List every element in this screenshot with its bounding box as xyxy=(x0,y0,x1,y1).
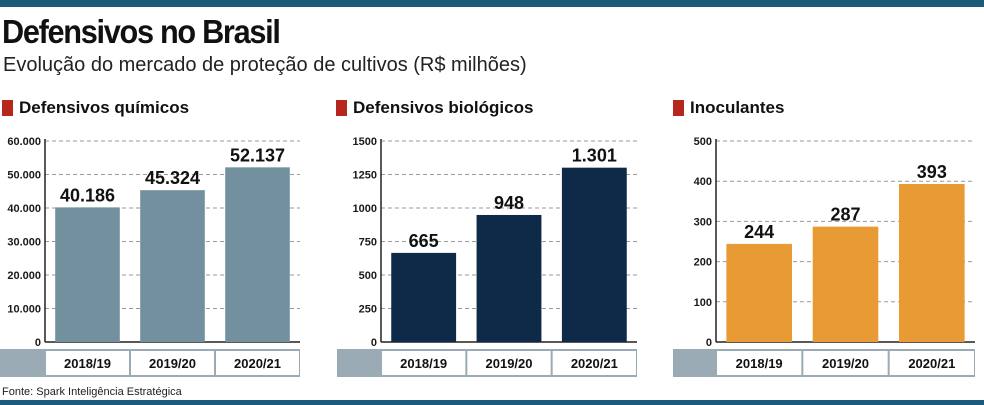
x-tick-label: 2020/21 xyxy=(908,356,955,371)
title-marker xyxy=(336,100,347,116)
bar xyxy=(391,252,457,342)
y-tick-label: 0 xyxy=(371,337,377,349)
y-tick-label: 1250 xyxy=(353,170,377,182)
title-marker xyxy=(2,100,13,116)
y-tick-label: 50.000 xyxy=(7,170,41,182)
chart-defensivos-biologicos: 0 250 500 750 1000 1250 1500 665 2018/19 948 2019/… xyxy=(337,136,637,377)
data-label: 45.324 xyxy=(145,168,200,188)
y-tick-label: 1500 xyxy=(353,136,377,148)
y-tick-label: 750 xyxy=(359,237,377,249)
bar xyxy=(726,243,792,342)
data-label: 393 xyxy=(917,162,947,182)
category-cell xyxy=(216,351,299,375)
source-note: Fonte: Spark Inteligência Estratégica xyxy=(2,386,182,398)
bar xyxy=(561,167,627,342)
chart-title-text: Defensivos biológicos xyxy=(353,98,534,117)
data-label: 948 xyxy=(494,193,524,213)
chart-title-text: Defensivos químicos xyxy=(19,98,190,117)
y-tick-label: 40.000 xyxy=(7,203,41,215)
data-label: 287 xyxy=(830,205,860,225)
bar xyxy=(140,190,205,342)
chart-defensivos-quimicos: 0 10.000 20.000 30.000 40.000 50.000 60.000 40.… xyxy=(0,136,300,377)
y-tick-label: 20.000 xyxy=(7,270,41,282)
chart-title-text: Inoculantes xyxy=(690,98,785,117)
y-tick-label: 30.000 xyxy=(7,237,41,249)
x-tick-label: 2019/20 xyxy=(486,356,533,371)
y-tick-label: 500 xyxy=(694,136,712,148)
y-tick-label: 60.000 xyxy=(7,136,41,148)
y-tick-label: 250 xyxy=(359,304,377,316)
page-title: Defensivos no Brasil xyxy=(2,13,281,50)
chart-title-quimicos: Defensivos químicos xyxy=(2,96,189,120)
category-cell xyxy=(717,351,802,375)
chart-inoculantes: 0 100 200 300 400 500 244 2018/19 287 2019/20 393 2… xyxy=(673,136,975,377)
category-cell xyxy=(131,351,214,375)
page-subtitle: Evolução do mercado de proteção de culti… xyxy=(3,54,527,76)
y-tick-label: 0 xyxy=(35,337,41,349)
y-tick-label: 400 xyxy=(694,176,712,188)
bottom-accent-rule xyxy=(0,400,984,405)
bar xyxy=(812,226,879,342)
y-tick-label: 10.000 xyxy=(7,304,41,316)
data-label: 244 xyxy=(744,222,774,242)
bar xyxy=(899,184,965,342)
y-tick-label: 200 xyxy=(694,257,712,269)
bar xyxy=(225,167,290,342)
x-tick-label: 2018/19 xyxy=(736,356,783,371)
y-tick-label: 1000 xyxy=(353,203,377,215)
chart-title-inoculantes: Inoculantes xyxy=(673,96,784,120)
y-tick-label: 100 xyxy=(694,297,712,309)
chart-title-biologicos: Defensivos biológicos xyxy=(336,96,533,120)
category-cell xyxy=(889,351,974,375)
data-label: 665 xyxy=(409,231,439,251)
category-cell xyxy=(467,351,551,375)
x-tick-label: 2019/20 xyxy=(149,356,196,371)
data-label: 40.186 xyxy=(60,185,115,205)
x-tick-label: 2020/21 xyxy=(234,356,281,371)
top-accent-rule xyxy=(0,0,984,7)
bar xyxy=(476,214,542,342)
x-tick-label: 2018/19 xyxy=(400,356,447,371)
y-tick-label: 500 xyxy=(359,270,377,282)
y-tick-label: 0 xyxy=(706,337,712,349)
x-tick-label: 2019/20 xyxy=(822,356,869,371)
y-tick-label: 300 xyxy=(694,216,712,228)
x-tick-label: 2018/19 xyxy=(64,356,111,371)
category-cell xyxy=(382,351,466,375)
x-tick-label: 2020/21 xyxy=(571,356,618,371)
category-cell xyxy=(46,351,129,375)
category-cell xyxy=(552,351,636,375)
data-label: 52.137 xyxy=(230,145,285,165)
title-marker xyxy=(673,100,684,116)
bar xyxy=(55,207,120,342)
category-cell xyxy=(803,351,888,375)
data-label: 1.301 xyxy=(572,146,617,166)
